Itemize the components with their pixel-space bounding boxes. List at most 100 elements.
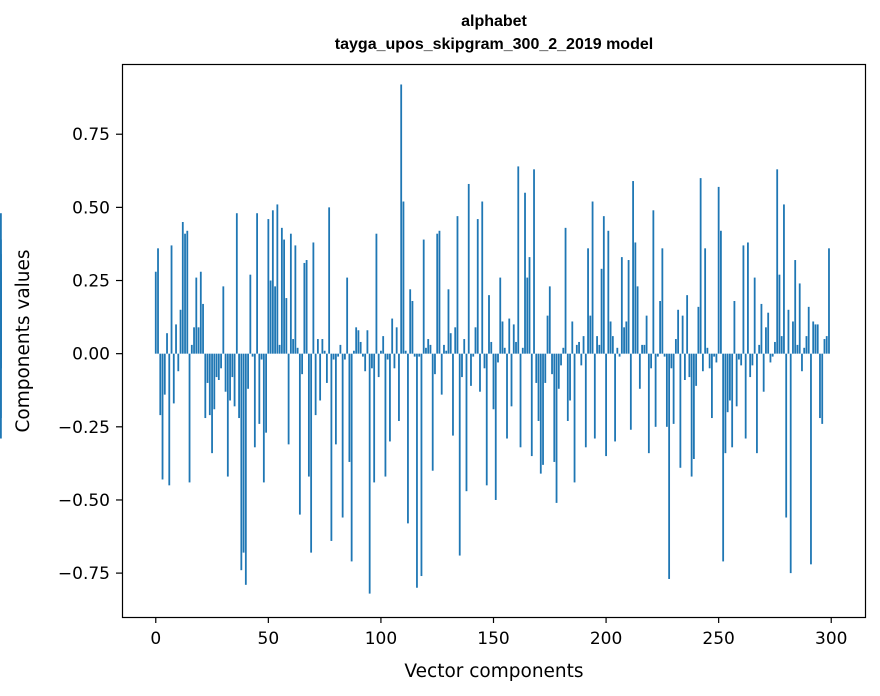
bar [186, 230, 189, 354]
y-tick-label: 0.50 [72, 198, 110, 218]
bar [184, 233, 186, 354]
bar [756, 353, 758, 454]
bar [515, 341, 517, 354]
bar [641, 344, 643, 354]
bar [593, 353, 596, 439]
bar [499, 277, 502, 354]
bar [798, 283, 801, 354]
bar [787, 309, 790, 354]
bar [704, 248, 707, 354]
bar [443, 344, 445, 354]
bar [332, 353, 335, 360]
bar [422, 239, 425, 354]
bar [334, 353, 337, 445]
bar [238, 353, 240, 419]
bar [812, 321, 815, 354]
bar [170, 245, 173, 354]
bar [686, 295, 689, 354]
bar [542, 353, 544, 465]
bar [688, 353, 691, 378]
y-tick-label: −0.75 [58, 564, 110, 584]
bar [510, 353, 513, 407]
bar [420, 353, 423, 577]
bar [562, 347, 565, 354]
bar [181, 222, 184, 354]
bar [474, 327, 477, 354]
bar [699, 178, 702, 354]
bar [512, 324, 515, 354]
bar [681, 315, 684, 354]
bar [765, 327, 767, 354]
bar [711, 353, 713, 419]
bar [202, 303, 204, 354]
bar [647, 353, 650, 454]
bar [553, 353, 556, 462]
bar [256, 213, 258, 354]
bars-group [0, 84, 830, 594]
bar [665, 353, 668, 427]
bar [449, 333, 452, 354]
bar [537, 353, 540, 421]
bar [220, 353, 222, 369]
bar [582, 336, 585, 354]
bar [328, 207, 331, 354]
bar [492, 353, 495, 410]
bar [267, 219, 270, 354]
bar [265, 353, 267, 433]
bar [803, 347, 806, 354]
bar [368, 353, 371, 594]
y-tick-label: −0.50 [58, 491, 110, 511]
bar [503, 347, 506, 354]
bar [206, 353, 209, 383]
bar [235, 213, 238, 354]
bar [438, 230, 441, 354]
bar [447, 289, 450, 354]
bar [377, 353, 380, 378]
bar [229, 353, 231, 401]
bar [380, 350, 382, 354]
bar [494, 353, 497, 500]
bar [211, 353, 213, 454]
bar [535, 353, 538, 383]
bar [157, 248, 159, 354]
bar [524, 192, 526, 354]
bar [411, 301, 414, 354]
x-tick-label: 200 [590, 629, 622, 649]
bar [289, 233, 292, 354]
bar [350, 353, 353, 562]
x-axis-label: Vector components [404, 661, 583, 682]
bar [179, 309, 182, 354]
bar [740, 353, 743, 366]
bar [312, 242, 315, 354]
bar [672, 353, 675, 424]
bar [828, 248, 830, 354]
bar [533, 169, 535, 354]
bar [611, 336, 614, 354]
bar [427, 339, 430, 354]
bar [783, 204, 785, 354]
bar [294, 245, 297, 354]
bar [751, 353, 754, 366]
x-tick-label: 150 [477, 629, 509, 649]
bar [801, 353, 803, 372]
bar [677, 309, 680, 354]
bar [792, 321, 794, 354]
bar [627, 260, 630, 354]
bar [729, 353, 731, 401]
bar [283, 239, 286, 354]
bar [330, 353, 333, 541]
bar [807, 306, 810, 354]
bar [285, 298, 288, 354]
bar [429, 344, 432, 354]
bar [670, 353, 673, 369]
bar [598, 344, 601, 354]
bar [623, 327, 625, 354]
bar [413, 353, 416, 357]
x-tick-label: 50 [258, 629, 280, 649]
bar [519, 353, 522, 448]
bar [242, 353, 245, 553]
bar [296, 347, 299, 354]
bar [596, 336, 598, 354]
bar [720, 230, 722, 354]
